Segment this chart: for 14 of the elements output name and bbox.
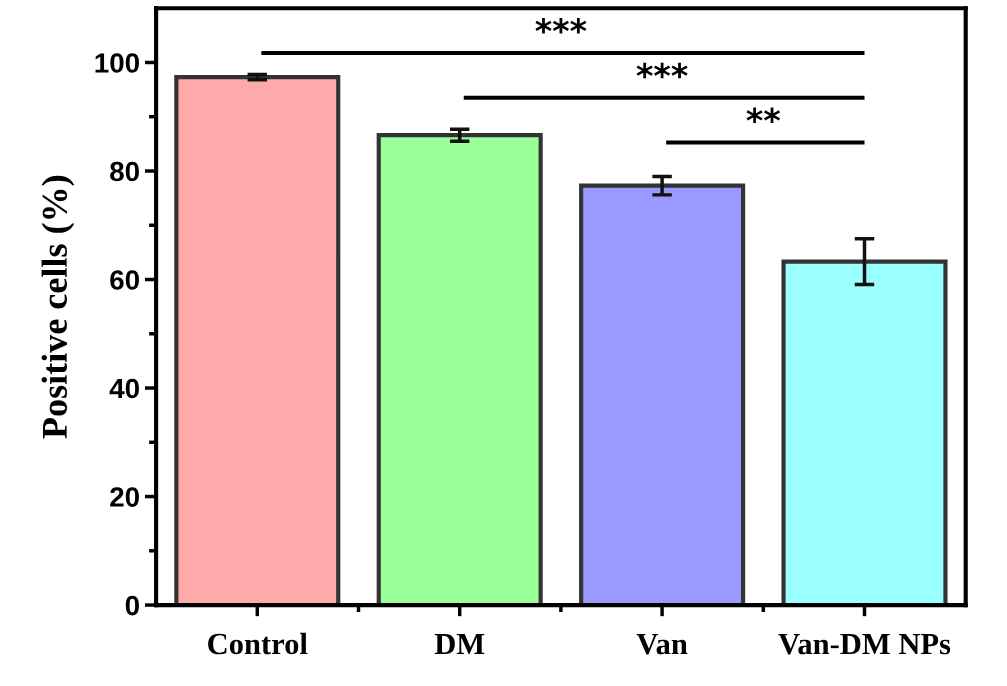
y-tick-label: 80	[110, 161, 139, 182]
y-tick-label: 20	[110, 487, 139, 507]
x-tick-label: Van-DM NPs	[778, 634, 951, 655]
annotation: ***	[636, 62, 688, 79]
annotation: ***	[535, 18, 587, 34]
y-axis-title: Positive cells (%)	[41, 175, 75, 439]
annotation: **	[746, 107, 781, 124]
y-tick-label: 40	[109, 378, 139, 399]
x-tick-label: Van	[636, 634, 688, 655]
x-tick-label: Control	[208, 632, 308, 655]
y-tick-label: 100	[95, 53, 139, 73]
x-tick-label: DM	[434, 634, 485, 655]
y-tick-label: 60	[110, 270, 139, 290]
y-tick-label: 0	[125, 595, 139, 616]
